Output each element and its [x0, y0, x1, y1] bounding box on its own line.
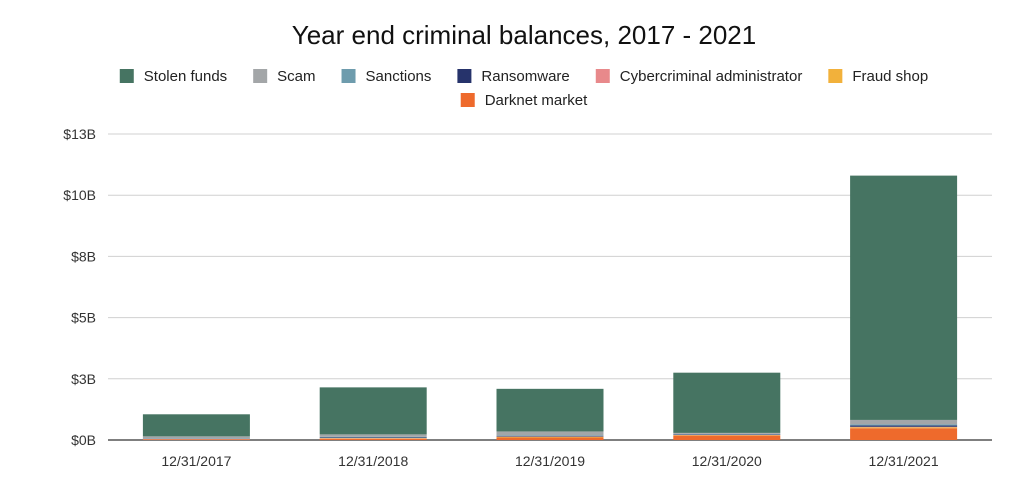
y-tick-label: $10B: [63, 187, 96, 203]
x-tick-label: 12/31/2018: [338, 453, 408, 469]
legend-item-cybercriminal-administrator: Cybercriminal administrator: [596, 68, 803, 85]
legend-label: Stolen funds: [144, 68, 227, 85]
legend-item-sanctions: Sanctions: [342, 68, 432, 85]
bar-segment-scam: [673, 433, 780, 434]
legend-label: Ransomware: [481, 68, 569, 85]
legend-item-ransomware: Ransomware: [457, 68, 569, 85]
bar-segment-stolen-funds: [850, 176, 957, 420]
legend-label: Scam: [277, 68, 315, 85]
y-tick-label: $13B: [63, 126, 96, 142]
legend-label: Fraud shop: [852, 68, 928, 85]
legend-item-stolen-funds: Stolen funds: [120, 68, 227, 85]
x-tick-label: 12/31/2019: [515, 453, 585, 469]
legend-swatch: [342, 69, 356, 83]
x-tick-label: 12/31/2021: [869, 453, 939, 469]
legend-swatch: [461, 93, 475, 107]
bar-segment-fraud-shop: [850, 427, 957, 428]
y-tick-label: $8B: [71, 248, 96, 264]
legend-item-fraud-shop: Fraud shop: [828, 68, 928, 85]
bar-segment-ransomware: [850, 426, 957, 427]
bar-segment-sanctions: [497, 435, 604, 436]
bar-segment-sanctions: [320, 437, 427, 438]
bar-segment-darknet-market: [320, 439, 427, 440]
bars: [143, 176, 957, 440]
legend-swatch: [457, 69, 471, 83]
bar-segment-scam: [497, 431, 604, 435]
bar-segment-sanctions: [850, 424, 957, 425]
legend-label: Sanctions: [366, 68, 432, 85]
bar-segment-scam: [143, 436, 250, 438]
bar-segment-stolen-funds: [320, 387, 427, 434]
x-axis: 12/31/2017 12/31/2018 12/31/2019 12/31/2020…: [161, 453, 938, 469]
chart-title: Year end criminal balances, 2017 - 2021: [292, 20, 756, 50]
legend-item-darknet-market: Darknet market: [461, 92, 588, 109]
bar-segment-darknet-market: [673, 436, 780, 440]
bar-segment-stolen-funds: [497, 389, 604, 432]
legend: Stolen funds Scam Sanctions Ransomware Cyber…: [120, 68, 928, 109]
legend-label: Cybercriminal administrator: [620, 68, 803, 85]
legend-label: Darknet market: [485, 92, 588, 109]
legend-swatch: [828, 69, 842, 83]
legend-swatch: [120, 69, 134, 83]
legend-swatch: [596, 69, 610, 83]
x-tick-label: 12/31/2020: [692, 453, 762, 469]
bar-segment-scam: [320, 434, 427, 436]
x-tick-label: 12/31/2017: [161, 453, 231, 469]
bar-stack-12-31-2020: [673, 373, 780, 440]
bar-stack-12-31-2018: [320, 387, 427, 440]
bar-stack-12-31-2021: [850, 176, 957, 440]
bar-segment-darknet-market: [497, 438, 604, 440]
bar-stack-12-31-2017: [143, 414, 250, 440]
y-tick-label: $3B: [71, 371, 96, 387]
y-tick-label: $5B: [71, 310, 96, 326]
bar-segment-stolen-funds: [673, 373, 780, 433]
y-axis: $0B $3B $5B $8B $10B $13B: [63, 126, 96, 448]
bar-segment-fraud-shop: [497, 437, 604, 438]
y-tick-label: $0B: [71, 432, 96, 448]
legend-swatch: [253, 69, 267, 83]
bar-stack-12-31-2019: [497, 389, 604, 440]
bar-segment-stolen-funds: [143, 414, 250, 436]
bar-segment-scam: [850, 420, 957, 424]
legend-item-scam: Scam: [253, 68, 315, 85]
bar-segment-darknet-market: [850, 428, 957, 440]
